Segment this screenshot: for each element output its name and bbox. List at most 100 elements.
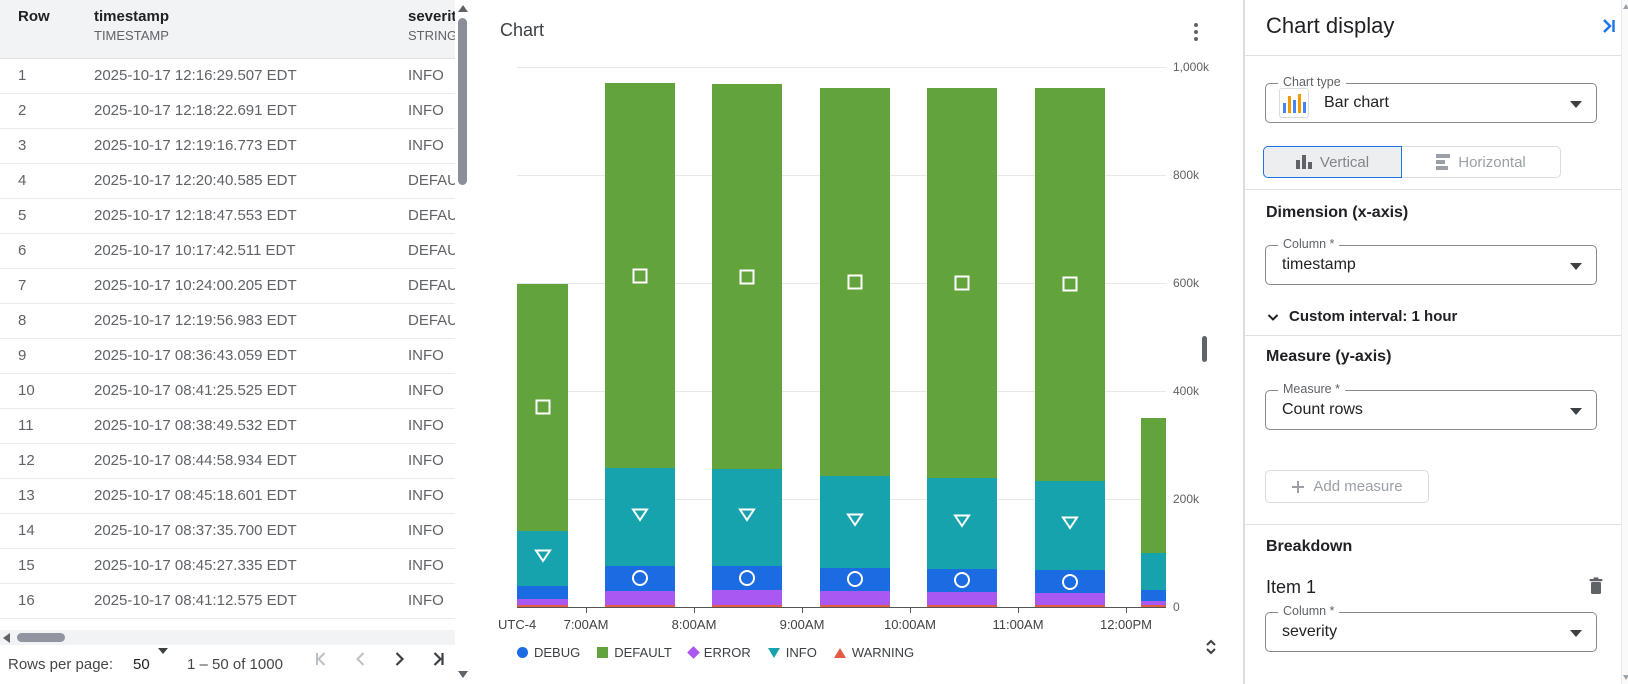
divider	[1245, 189, 1628, 190]
table-cell: 9	[18, 347, 27, 364]
marker-circle	[954, 572, 970, 589]
vertical-toggle-button[interactable]: Vertical	[1263, 146, 1402, 178]
chart-menu-button[interactable]	[1185, 20, 1207, 44]
table-cell: 2025-10-17 12:18:47.553 EDT	[94, 207, 297, 224]
bar-segment-error	[927, 591, 997, 605]
chevron-down-icon	[1570, 630, 1582, 637]
horizontal-scrollbar[interactable]	[0, 630, 455, 645]
marker-triangle-down	[952, 512, 972, 534]
x-axis-tick-label: 9:00AM	[779, 617, 825, 632]
table-row: 3 2025-10-17 12:19:16.773 EDT INFO	[0, 129, 455, 164]
panel-resize-handle[interactable]	[1202, 336, 1207, 362]
panel-scrollbar[interactable]	[1621, 0, 1628, 684]
table-cell: 2025-10-17 12:19:56.983 EDT	[94, 312, 297, 329]
rows-per-page-select[interactable]: 50	[133, 656, 150, 673]
breakdown-column-select[interactable]: Column * severity	[1265, 604, 1597, 652]
vertical-scroll-thumb[interactable]	[458, 18, 467, 185]
y-axis-tick-label: 600k	[1173, 276, 1200, 290]
delete-icon[interactable]	[1586, 575, 1608, 597]
custom-interval-expander[interactable]: Custom interval: 1 hour	[1265, 308, 1457, 325]
measure-select[interactable]: Measure * Count rows	[1265, 382, 1597, 430]
column-name: severity	[408, 8, 455, 25]
first-page-button[interactable]	[311, 648, 333, 670]
unfold-more-icon[interactable]	[1203, 636, 1219, 663]
table-cell: 2025-10-17 12:19:16.773 EDT	[94, 137, 297, 154]
table-row: 6 2025-10-17 10:17:42.511 EDT DEFAULT	[0, 234, 455, 269]
table-cell: 2025-10-17 12:18:22.691 EDT	[94, 102, 297, 119]
vertical-bars-icon	[1295, 155, 1312, 169]
scroll-down-icon[interactable]	[458, 671, 468, 678]
bar-segment-warning	[605, 604, 675, 607]
table-row: 7 2025-10-17 10:24:00.205 EDT DEFAULT	[0, 269, 455, 304]
legend-item-default: DEFAULT	[597, 645, 672, 660]
table-cell: INFO	[408, 557, 444, 574]
chart-panel: Chart 1,000k 800k 600k 400k 200k 0 7:00AM 8:00A…	[470, 0, 1244, 684]
x-axis-tick-label: 8:00AM	[671, 617, 717, 632]
bar-segment-debug	[1141, 589, 1166, 601]
vertical-scrollbar[interactable]	[455, 0, 470, 684]
table-cell: INFO	[408, 592, 444, 609]
bar-segment-default	[927, 88, 997, 478]
triangle-up-legend-icon	[833, 647, 846, 658]
table-row: 4 2025-10-17 12:20:40.585 EDT DEFAULT	[0, 164, 455, 199]
column-label: Column *	[1278, 604, 1340, 618]
custom-interval-label: Custom interval: 1 hour	[1289, 308, 1458, 325]
table-cell: 2025-10-17 08:45:18.601 EDT	[94, 487, 297, 504]
horizontal-label: Horizontal	[1458, 153, 1526, 171]
square-legend-icon	[597, 647, 609, 658]
chevron-down-icon	[1570, 101, 1582, 108]
next-page-button[interactable]	[388, 648, 410, 670]
breakdown-item-label: Item 1	[1266, 577, 1317, 597]
table-cell: 2025-10-17 08:41:25.525 EDT	[94, 382, 297, 399]
bar-segment-info	[712, 468, 782, 566]
table-row: 8 2025-10-17 12:19:56.983 EDT DEFAULT	[0, 304, 455, 339]
table-cell: INFO	[408, 452, 444, 469]
table-cell: 13	[18, 487, 35, 504]
dimension-column-select[interactable]: Column * timestamp	[1265, 237, 1597, 285]
x-axis-tick-label: 10:00AM	[883, 617, 937, 632]
scroll-left-icon[interactable]	[3, 633, 10, 643]
marker-triangle-down	[1060, 514, 1080, 536]
table-cell: 2025-10-17 12:20:40.585 EDT	[94, 172, 297, 189]
previous-page-button[interactable]	[350, 648, 372, 670]
bar-segment-error	[605, 590, 675, 605]
scroll-up-icon[interactable]	[458, 5, 468, 12]
circle-legend-icon	[517, 647, 528, 658]
y-axis-tick-label: 1,000k	[1173, 60, 1210, 74]
divider	[1245, 524, 1628, 525]
collapse-panel-icon[interactable]	[1597, 15, 1619, 37]
bar-segment-warning	[1035, 604, 1105, 607]
chart-type-select[interactable]: Chart type Bar chart	[1265, 75, 1597, 123]
table-row: 13 2025-10-17 08:45:18.601 EDT INFO	[0, 479, 455, 514]
marker-square	[632, 268, 648, 284]
legend-label: DEBUG	[534, 645, 581, 660]
table-row: 12 2025-10-17 08:44:58.934 EDT INFO	[0, 444, 455, 479]
results-table-panel: Row timestamp TIMESTAMP severity STRING …	[0, 0, 455, 684]
x-axis-tick	[1126, 608, 1127, 613]
chart-plot-area: 1,000k 800k 600k 400k 200k 0 7:00AM 8:00AM 9:00A…	[498, 60, 1209, 632]
marker-circle	[847, 571, 863, 588]
add-measure-button[interactable]: Add measure	[1265, 470, 1429, 503]
column-name: Row	[18, 8, 50, 25]
marker-circle	[739, 570, 755, 587]
table-row: 2 2025-10-17 12:18:22.691 EDT INFO	[0, 94, 455, 129]
table-cell: 10	[18, 382, 35, 399]
last-page-button[interactable]	[426, 648, 448, 670]
horizontal-toggle-button[interactable]: Horizontal	[1402, 146, 1561, 178]
scroll-up-icon[interactable]	[1623, 4, 1628, 9]
marker-triangle-down	[533, 547, 553, 569]
gridline	[517, 67, 1166, 68]
bar-segment-default	[1141, 418, 1166, 553]
horizontal-scroll-thumb[interactable]	[17, 633, 65, 642]
table-cell: 14	[18, 522, 35, 539]
bar-chart-icon	[1279, 88, 1309, 118]
column-type: TIMESTAMP	[94, 28, 169, 43]
vertical-label: Vertical	[1319, 153, 1370, 171]
table-cell: 5	[18, 207, 27, 224]
bar-segment-default	[712, 84, 782, 469]
x-axis-tick-label: 11:00AM	[992, 617, 1044, 632]
rows-per-page-caret-icon[interactable]	[158, 648, 168, 654]
x-axis-tick	[586, 608, 587, 613]
bar-segment-info	[1035, 480, 1105, 571]
scroll-down-icon[interactable]	[1623, 675, 1628, 680]
